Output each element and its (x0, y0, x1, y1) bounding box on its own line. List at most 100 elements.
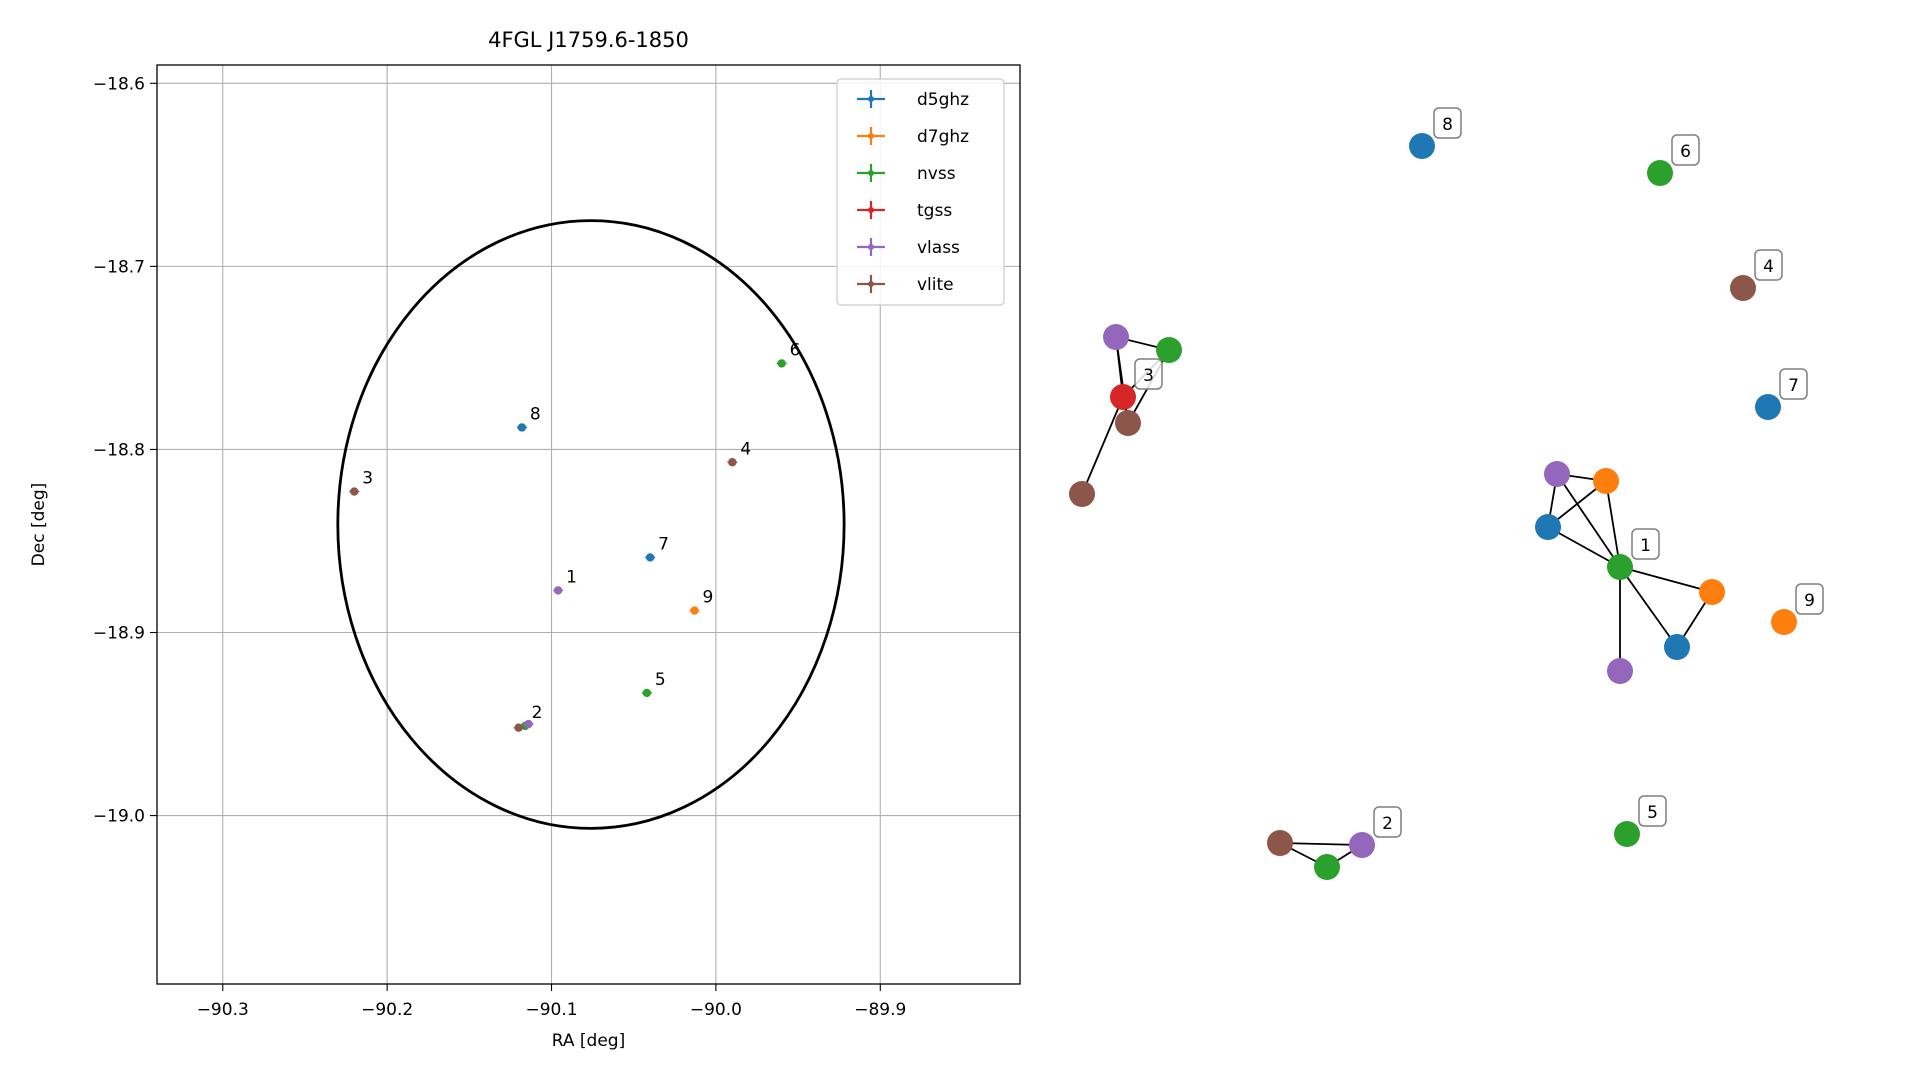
graph-node-label-box (1631, 528, 1660, 560)
graph-node (1699, 579, 1725, 605)
graph-edge (1556, 473, 1621, 568)
data-point-vlite (514, 723, 523, 732)
x-axis-label: RA [deg] (552, 1031, 625, 1051)
graph-node-label-box (1433, 107, 1462, 139)
graph-node (1409, 133, 1435, 159)
graph-node (1115, 410, 1141, 436)
graph-node (1069, 481, 1095, 507)
data-point-vlite (350, 487, 359, 496)
legend-label: vlite (917, 275, 954, 295)
legend-label: d5ghz (917, 90, 969, 110)
uncertainty-ellipse (336, 219, 846, 830)
graph-node (1607, 554, 1633, 580)
graph-node-label: 6 (1680, 142, 1691, 162)
graph-node (1755, 394, 1781, 420)
graph-node (1110, 384, 1136, 410)
graph-edge (1619, 566, 1678, 648)
graph-node-label: 2 (1382, 814, 1393, 834)
legend: d5ghz d7ghz nvss tgss vlass vlite (836, 78, 1005, 306)
data-point-nvss (642, 688, 652, 698)
data-points (349, 359, 787, 732)
graph-edge (1279, 842, 1363, 846)
legend-marker-tgss (868, 207, 874, 213)
graph-node-label-box (1795, 583, 1824, 615)
graph-node-label: 7 (1788, 376, 1799, 396)
legend-marker-d5ghz (868, 96, 874, 102)
y-tick-label: −19.0 (93, 807, 145, 827)
data-point-vlass (524, 719, 533, 729)
point-label: 9 (703, 588, 714, 608)
graph-edge (1605, 480, 1621, 568)
data-point-nvss (777, 359, 786, 368)
graph-node-label: 9 (1804, 591, 1815, 611)
data-point-d5ghz (517, 423, 527, 432)
graph-node (1156, 337, 1182, 363)
axes-frame (156, 64, 1021, 985)
graph-node (1730, 275, 1756, 301)
graph-node (1647, 160, 1673, 186)
x-tick-label: −89.9 (854, 1000, 906, 1020)
graph-node-label: 8 (1442, 115, 1453, 135)
graph-edge (1547, 526, 1621, 568)
point-label: 1 (566, 567, 577, 587)
graph-edges (1081, 336, 1713, 868)
graph-node-label: 4 (1763, 257, 1774, 277)
x-tick-label: −90.3 (197, 1000, 249, 1020)
graph-edge (1619, 566, 1713, 593)
y-tick-label: −18.7 (93, 257, 145, 277)
graph-nodes (1069, 133, 1797, 880)
x-tick-label: −90.0 (690, 1000, 742, 1020)
data-point-d7ghz (690, 606, 699, 615)
graph-node (1349, 832, 1375, 858)
graph-node-label: 1 (1640, 536, 1651, 556)
grid (157, 65, 1020, 984)
point-label: 8 (530, 404, 541, 424)
graph-node-labels: 1 2 3 4 5 6 7 8 9 (1134, 107, 1824, 838)
graph-node-label-box (1754, 249, 1783, 281)
graph-node-label-box (1638, 795, 1667, 827)
y-tick-label: −18.8 (93, 440, 145, 460)
point-label: 3 (362, 469, 373, 489)
graph-node-label-box (1134, 358, 1163, 390)
point-label: 7 (658, 534, 669, 554)
legend-label: tgss (917, 201, 952, 221)
graph-node (1544, 461, 1570, 487)
uncertainty-ellipse-layer (336, 219, 846, 830)
graph-node-label: 5 (1647, 803, 1658, 823)
legend-label: nvss (917, 164, 956, 184)
legend-marker-nvss (868, 170, 874, 176)
graph-node-label-box (1779, 368, 1808, 400)
point-label: 4 (740, 439, 751, 459)
legend-box (836, 78, 1005, 306)
point-labels: 1 2 3 4 5 6 7 8 9 (362, 340, 800, 722)
graph-node-label: 3 (1143, 366, 1154, 386)
graph-node (1267, 830, 1293, 856)
data-point-d5ghz (645, 553, 655, 562)
legend-marker-vlass (868, 244, 874, 250)
graph-node-label-box (1671, 134, 1700, 166)
point-label: 2 (532, 703, 543, 723)
graph-node (1593, 468, 1619, 494)
legend-label: d7ghz (917, 127, 969, 147)
data-point-vlite (728, 458, 737, 467)
graph-edge (1081, 396, 1124, 495)
graph-node (1614, 821, 1640, 847)
legend-label: vlass (917, 238, 960, 258)
graph-node (1535, 514, 1561, 540)
legend-marker-vlite (868, 281, 874, 287)
x-tick-label: −90.2 (361, 1000, 413, 1020)
graph-node (1771, 609, 1797, 635)
graph-node (1664, 634, 1690, 660)
graph-node (1314, 854, 1340, 880)
network-graph: 1 2 3 4 5 6 7 8 9 (1069, 107, 1824, 880)
chart-title: 4FGL J1759.6-1850 (488, 28, 689, 52)
graph-node (1103, 324, 1129, 350)
point-label: 5 (655, 670, 666, 690)
data-point-vlass (553, 586, 563, 595)
graph-node-label-box (1373, 806, 1402, 838)
y-axis-label: Dec [deg] (29, 483, 49, 567)
legend-marker-d7ghz (868, 133, 874, 139)
y-tick-label: −18.6 (93, 74, 145, 94)
axis-ticks: −90.3 −90.2 −90.1 −90.0 −89.9 −18.6 −18.7 −18.8… (93, 74, 906, 1020)
